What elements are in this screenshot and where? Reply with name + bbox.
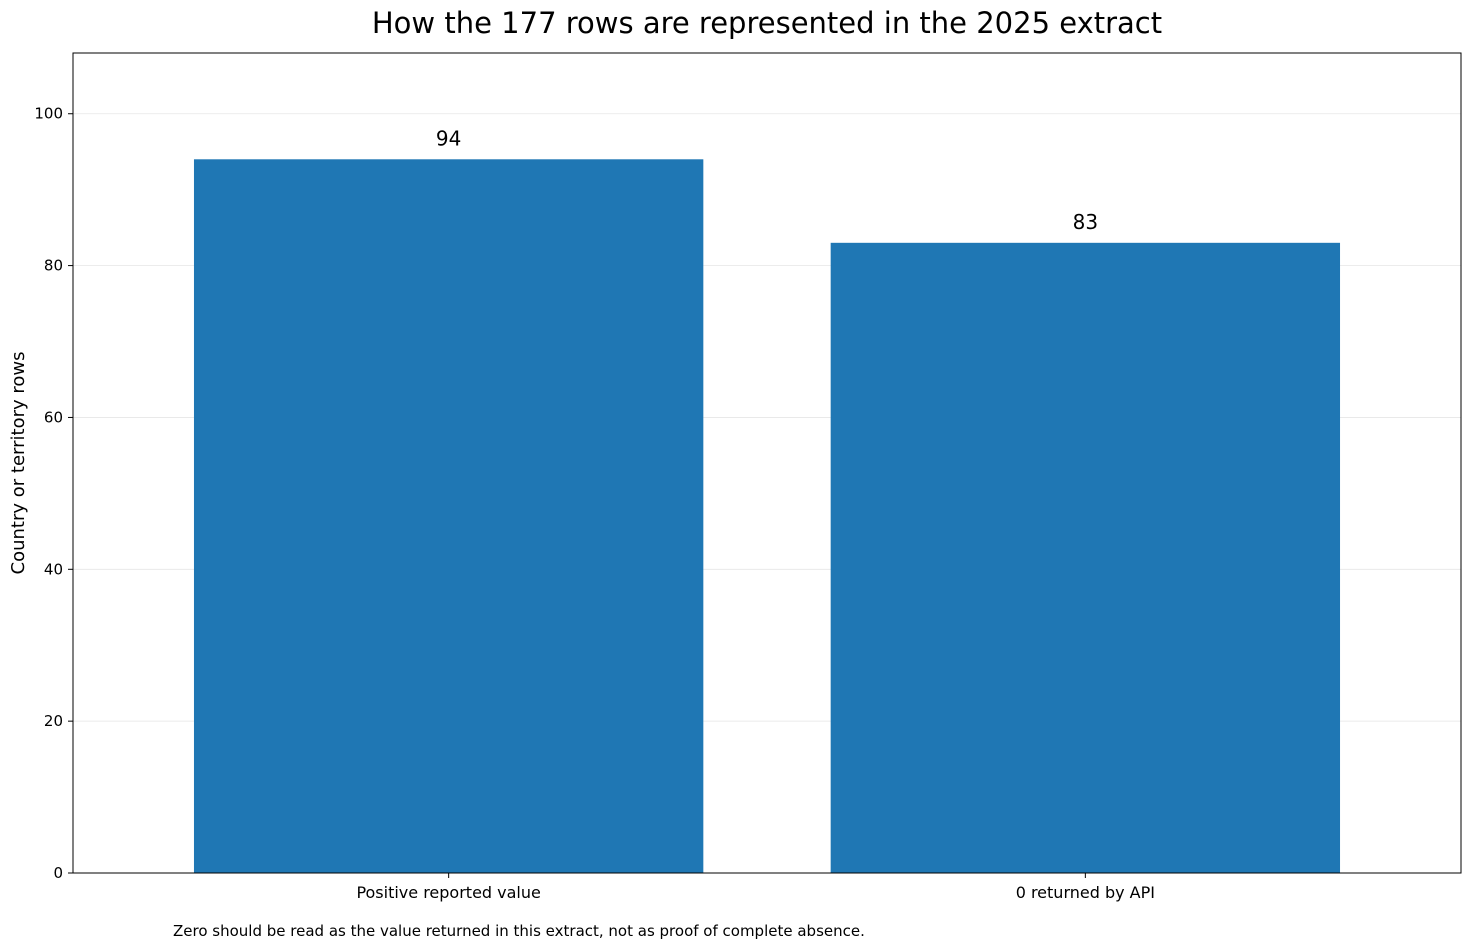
y-axis-ticks: 0 20 40 60 80 100 bbox=[34, 105, 73, 882]
y-axis-label: Country or territory rows bbox=[8, 352, 29, 575]
y-tick-label: 60 bbox=[44, 408, 63, 426]
footnote: Zero should be read as the value returne… bbox=[173, 922, 865, 940]
bar-1 bbox=[193, 159, 704, 874]
y-tick-label: 40 bbox=[44, 560, 63, 578]
x-tick-label: Positive reported value bbox=[356, 883, 540, 902]
x-axis-ticks: Positive reported value 0 returned by API bbox=[356, 873, 1155, 902]
y-tick-label: 0 bbox=[53, 864, 63, 882]
chart-title: How the 177 rows are represented in the … bbox=[372, 6, 1162, 40]
plot-frame bbox=[72, 52, 1462, 874]
x-tick-label: 0 returned by API bbox=[1016, 883, 1155, 902]
bars bbox=[193, 159, 1341, 874]
y-tick-label: 100 bbox=[34, 105, 63, 123]
data-label-2: 83 bbox=[1073, 210, 1098, 234]
y-tick-label: 80 bbox=[44, 257, 63, 275]
data-labels: 94 83 bbox=[436, 126, 1098, 234]
data-label-1: 94 bbox=[436, 126, 461, 150]
y-tick-label: 20 bbox=[44, 712, 63, 730]
bar-2 bbox=[830, 242, 1341, 873]
